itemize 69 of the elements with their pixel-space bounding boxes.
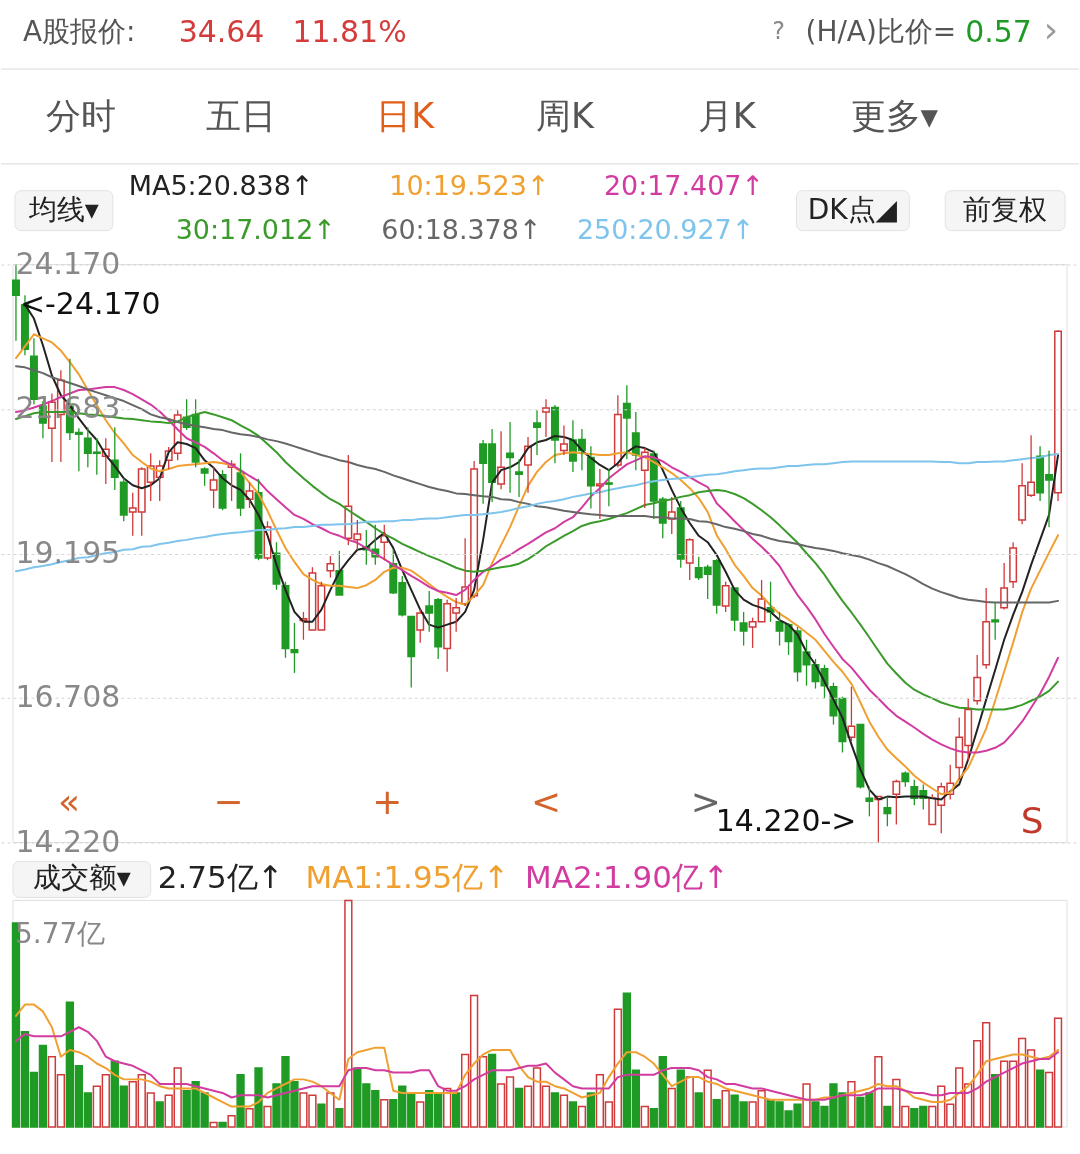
y-tick-label: 14.220	[15, 823, 121, 859]
text: ?	[772, 16, 785, 45]
bar	[712, 1099, 721, 1128]
bar	[155, 1101, 164, 1128]
text: MA5:20.838↑	[128, 169, 314, 201]
text: 均线▾	[27, 192, 99, 226]
candlestick	[1054, 330, 1063, 502]
series-label: 2.75亿↑	[157, 859, 284, 896]
candlestick	[559, 424, 568, 456]
candlestick	[290, 622, 299, 674]
candlestick	[1000, 562, 1009, 611]
bar	[586, 1092, 596, 1128]
text: 更多▾	[850, 95, 939, 136]
text: 20:17.407↑	[603, 169, 765, 201]
text: 五日	[205, 95, 276, 136]
candlestick	[622, 384, 631, 460]
annotation: +	[372, 780, 403, 822]
candlestick	[1009, 541, 1018, 589]
bar	[550, 1092, 560, 1128]
text: 0.57	[965, 13, 1032, 49]
text: 10:19.523↑	[389, 169, 550, 201]
text: MA1:1.95亿↑	[305, 859, 510, 896]
bar	[236, 1074, 245, 1128]
bar	[487, 1053, 497, 1128]
text: ›	[1043, 8, 1059, 50]
text: 日K	[376, 95, 436, 136]
bar	[568, 1101, 578, 1128]
text: 250:20.927↑	[576, 213, 755, 245]
candlestick	[586, 445, 595, 510]
candlestick	[550, 404, 559, 464]
text: 月K	[697, 95, 757, 136]
annotation: −	[213, 780, 244, 822]
annotation: S	[1020, 799, 1044, 841]
bar	[676, 1069, 685, 1128]
text: 34.64	[178, 13, 265, 49]
candlestick	[533, 409, 541, 456]
bar	[254, 1067, 263, 1128]
candlestick	[515, 458, 524, 498]
text: MA2:1.90亿↑	[525, 859, 729, 896]
candlestick	[604, 468, 613, 507]
y-tick-label: 24.170	[15, 246, 121, 282]
text: 60:18.378↑	[381, 213, 542, 245]
text: 周K	[536, 95, 595, 136]
text: 分时	[45, 95, 116, 136]
chart-title: 成交额▾	[32, 861, 131, 895]
candlestick	[613, 394, 622, 468]
bar	[990, 1074, 1000, 1128]
bar	[883, 1105, 892, 1128]
text: A股报价:	[22, 14, 136, 48]
text: 前复权	[963, 192, 1048, 226]
annotation: <	[530, 780, 562, 822]
bar	[317, 1103, 326, 1128]
bar	[1035, 1069, 1045, 1128]
text: (H/A)比价=	[805, 14, 957, 48]
annotation: «	[57, 780, 80, 822]
text: 30:17.012↑	[175, 213, 336, 245]
bar	[694, 1092, 703, 1128]
candlestick	[506, 421, 515, 494]
candlestick	[542, 398, 550, 438]
bar	[335, 1108, 344, 1128]
y-tick-label: 16.708	[15, 679, 121, 715]
line-series	[14, 386, 1060, 754]
y-tick-label: 19.195	[15, 535, 121, 570]
line-series	[14, 452, 1060, 573]
bar	[218, 1121, 227, 1128]
text: DK点◢	[807, 192, 898, 226]
text: 11.81%	[292, 13, 407, 49]
bar	[451, 1092, 461, 1128]
bar	[514, 1087, 524, 1128]
